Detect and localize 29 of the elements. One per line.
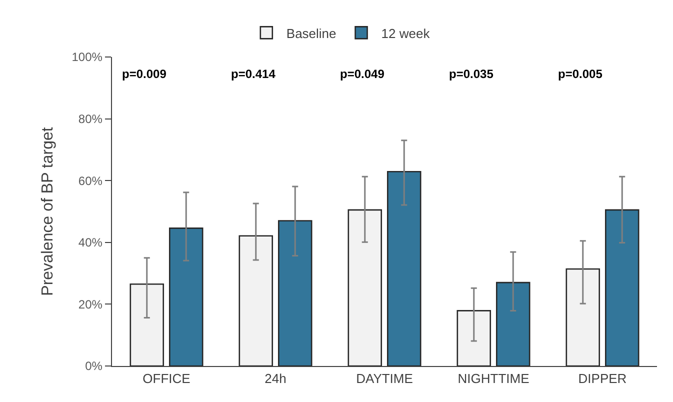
y-tick-label: 100% (72, 50, 103, 64)
bar (456, 310, 492, 366)
x-tick-label: NIGHTTIME (458, 370, 530, 386)
bar (238, 235, 274, 366)
y-tick-label: 20% (78, 297, 103, 312)
y-tick-label: 80% (78, 112, 103, 126)
annotation: p=0.009 (122, 67, 167, 81)
annotation: p=0.414 (231, 67, 276, 81)
annotation: p=0.035 (449, 67, 494, 81)
legend-label: 12 week (381, 26, 430, 41)
bar (386, 170, 422, 366)
x-tick-label: DIPPER (578, 370, 627, 386)
bar (566, 268, 600, 366)
y-tick-label: 60% (78, 174, 103, 188)
bar (168, 228, 204, 366)
annotation: p=0.049 (340, 67, 385, 81)
y-tick-label: 40% (78, 236, 103, 250)
bar (278, 220, 312, 366)
x-tick-label: OFFICE (142, 370, 191, 386)
annotation: p=0.005 (558, 67, 603, 81)
y-axis-title: Prevalence of BP target (40, 126, 57, 296)
legend-label: Baseline (286, 26, 336, 41)
x-tick-label: 24h (264, 370, 286, 386)
bar (130, 283, 164, 366)
bar (604, 209, 640, 366)
x-tick-label: DAYTIME (356, 370, 414, 386)
bar (348, 209, 382, 366)
y-tick-label: 0% (85, 359, 103, 374)
bar (496, 282, 530, 366)
